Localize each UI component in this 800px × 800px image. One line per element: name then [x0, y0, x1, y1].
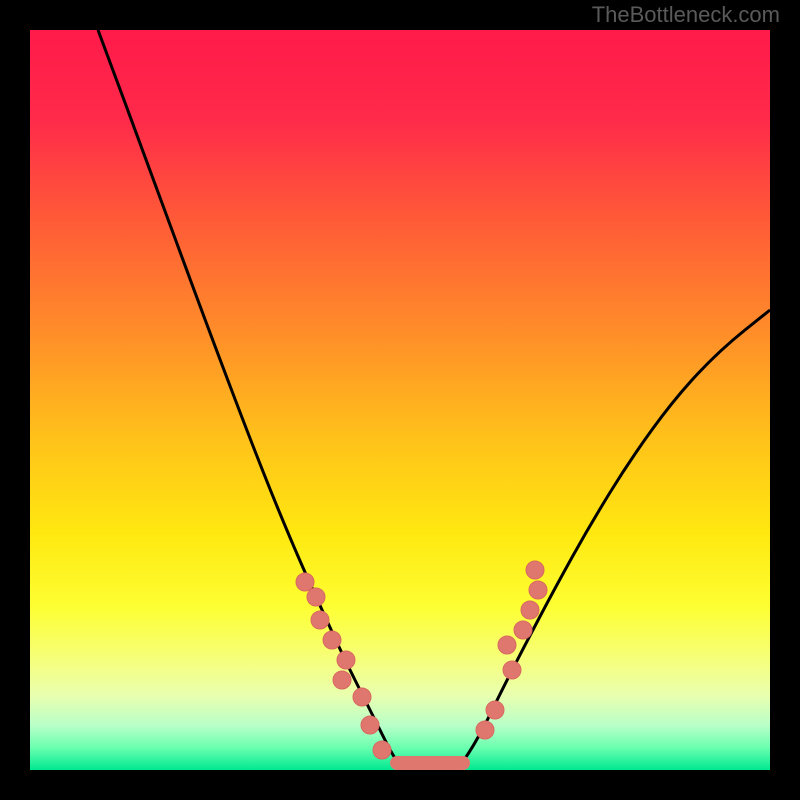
watermark-text: TheBottleneck.com [592, 2, 780, 28]
curve-right [462, 310, 770, 763]
data-point [486, 701, 504, 719]
plot-area [30, 30, 770, 770]
curve-left [98, 30, 398, 763]
data-point [514, 621, 532, 639]
data-points [296, 561, 547, 759]
data-point [323, 631, 341, 649]
data-point [361, 716, 379, 734]
bottleneck-chart [30, 30, 770, 770]
data-point [296, 573, 314, 591]
data-point [503, 661, 521, 679]
data-point [373, 741, 391, 759]
data-point [307, 588, 325, 606]
data-point [529, 581, 547, 599]
data-point [498, 636, 516, 654]
data-point [311, 611, 329, 629]
data-point [521, 601, 539, 619]
data-point [333, 671, 351, 689]
data-point [526, 561, 544, 579]
data-point [476, 721, 494, 739]
optimal-range-bar [390, 756, 470, 770]
data-point [353, 688, 371, 706]
data-point [337, 651, 355, 669]
